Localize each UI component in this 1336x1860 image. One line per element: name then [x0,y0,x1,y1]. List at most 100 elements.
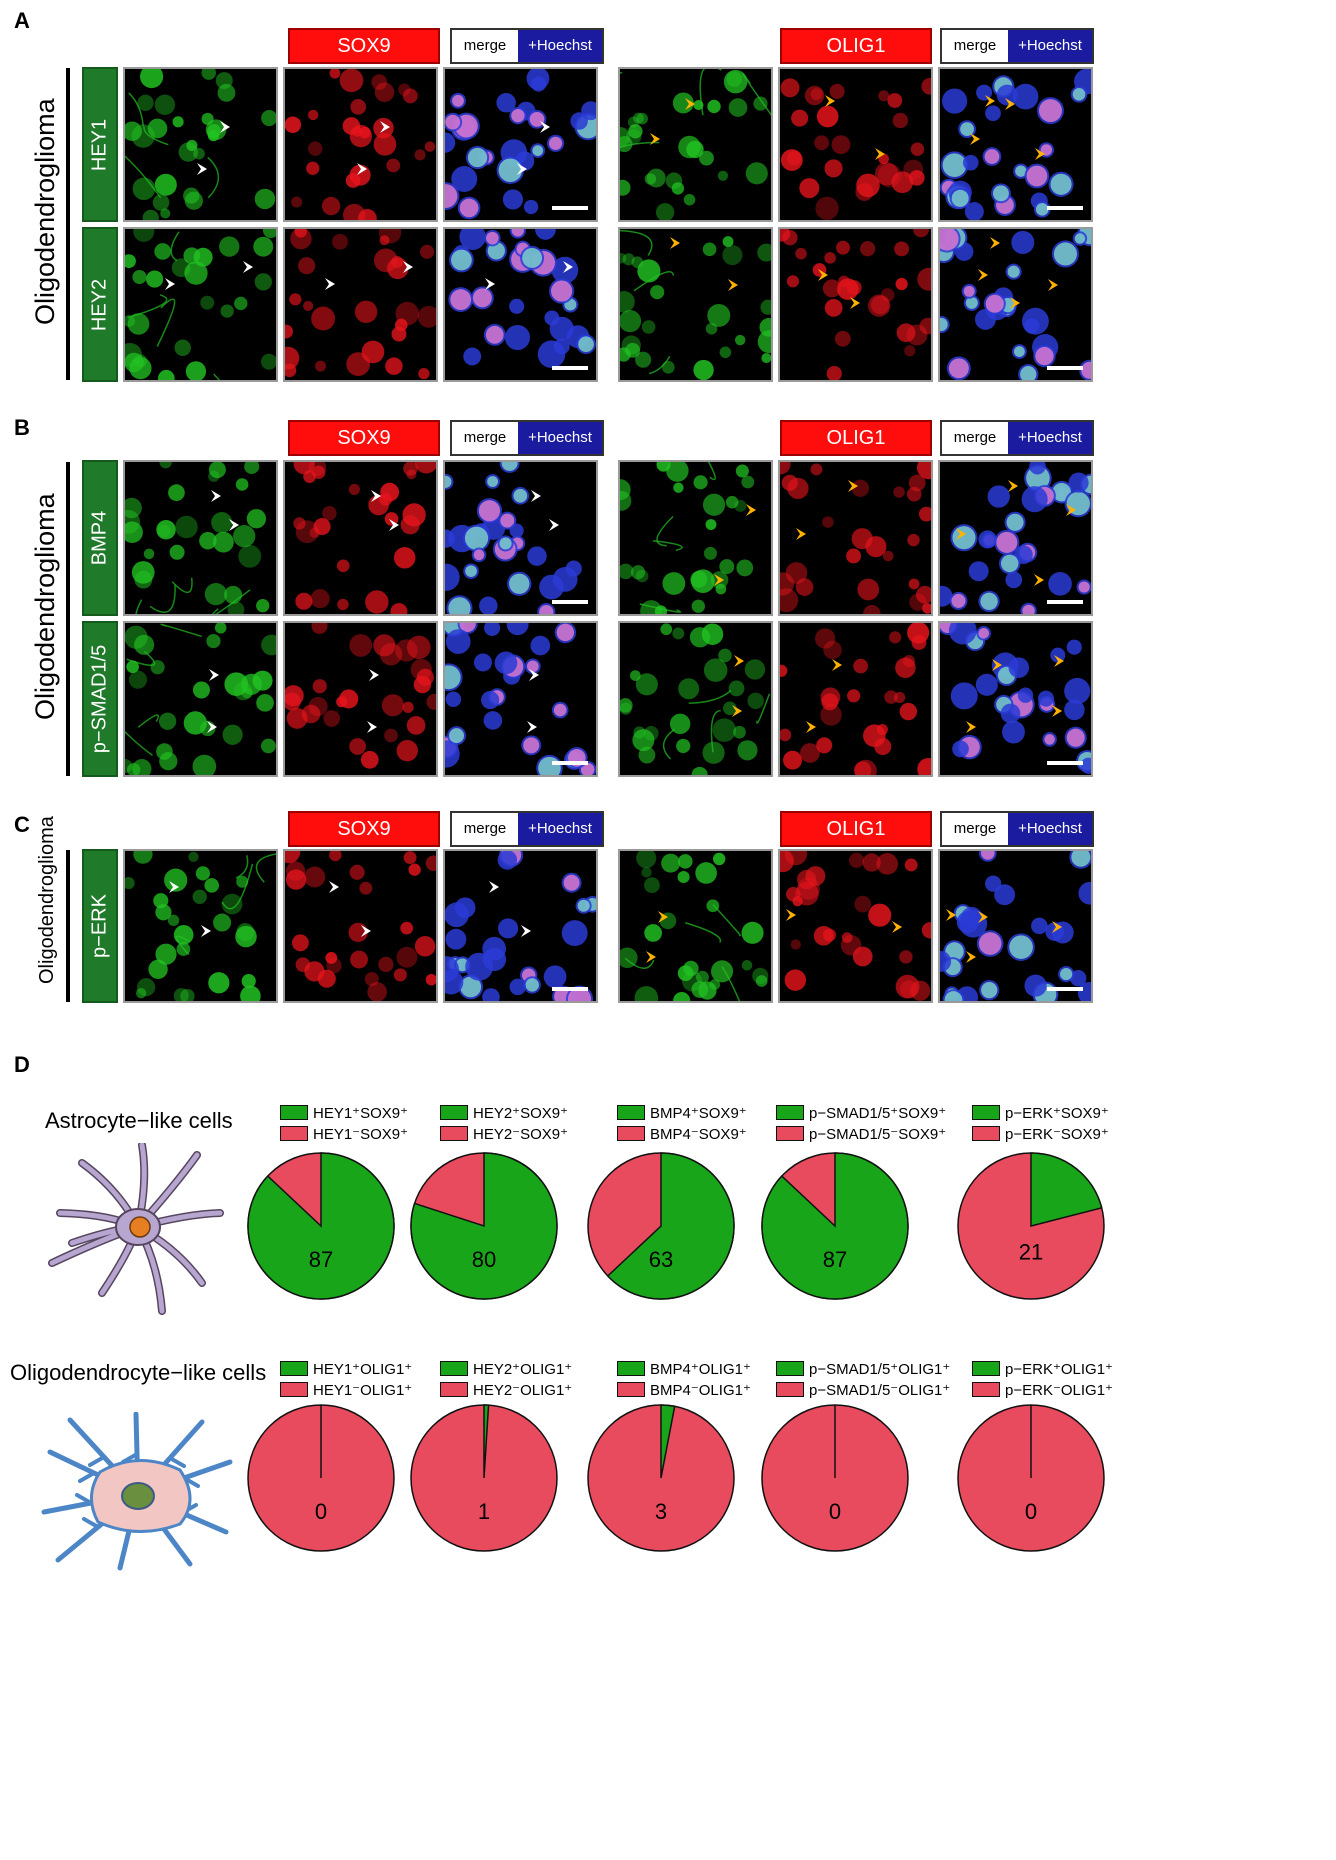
legend-swatch [972,1126,1000,1141]
legend-label: HEY1⁺SOX9⁺ [313,1104,409,1122]
pie-legend: HEY1⁺OLIG1⁺ HEY1⁻OLIG1⁺ [280,1358,412,1400]
legend-label: p−SMAD1/5⁺OLIG1⁺ [809,1360,951,1378]
legend-label: HEY2⁻OLIG1⁺ [473,1381,573,1399]
scale-bar [552,600,588,604]
scale-bar [1047,761,1083,765]
legend-entry: p−ERK⁺OLIG1⁺ [972,1358,1113,1379]
scale-bar [552,761,588,765]
legend-swatch [440,1126,468,1141]
oligodendrocyte-row-label: Oligodendrocyte−like cells [10,1360,267,1385]
orange-arrow-icon [1034,574,1044,586]
micrograph-image [443,460,598,616]
micrograph-image [283,460,438,616]
legend-entry: HEY1⁺SOX9⁺ [280,1102,408,1123]
white-arrowhead-icon [380,121,390,133]
pie-chart: 0 [246,1403,396,1553]
legend-entry: BMP4⁺SOX9⁺ [617,1102,747,1123]
panel-letter-a: A [14,8,30,33]
pie-slice-positive [660,1404,676,1479]
pie-chart: 3 [586,1403,736,1553]
scale-bar [1047,366,1083,370]
channel-label: OLIG1 [780,420,932,456]
legend-label: p−ERK⁻OLIG1⁺ [1005,1381,1113,1399]
white-arrowhead-icon [517,163,527,175]
marker-label: HEY1 [82,67,118,222]
orange-arrow-icon [1052,921,1062,933]
micrograph-image [283,849,438,1003]
white-arrowhead-icon [220,121,230,133]
group-bracket [66,462,70,776]
legend-swatch [440,1361,468,1376]
micrograph-image [778,67,933,222]
hoechst-label: +Hoechst [518,30,602,62]
micrograph-image [618,227,773,382]
legend-label: HEY1⁻SOX9⁺ [313,1125,409,1143]
orange-arrow-icon [734,655,744,667]
micrograph-image [123,227,278,382]
pie-legend: HEY2⁺SOX9⁺ HEY2⁻SOX9⁺ [440,1102,568,1144]
legend-swatch [280,1382,308,1397]
pie-legend: p−SMAD1/5⁺OLIG1⁺ p−SMAD1/5⁻OLIG1⁺ [776,1358,950,1400]
scale-bar [552,366,588,370]
white-arrowhead-icon [527,721,537,733]
legend-entry: HEY2⁺SOX9⁺ [440,1102,568,1123]
legend-entry: BMP4⁻OLIG1⁺ [617,1379,751,1400]
micrograph-image [123,849,278,1003]
orange-arrow-icon [806,721,816,733]
legend-entry: BMP4⁻SOX9⁺ [617,1123,747,1144]
orange-arrow-icon [966,951,976,963]
hoechst-label: +Hoechst [1008,813,1092,845]
white-arrowhead-icon [361,925,371,937]
marker-label: p−ERK [82,849,118,1003]
orange-arrow-icon [818,269,828,281]
orange-arrow-icon [1010,297,1020,309]
orange-arrow-icon [875,148,885,160]
white-arrowhead-icon [403,261,413,273]
micrograph-image [283,227,438,382]
legend-swatch [776,1105,804,1120]
micrograph-image [618,621,773,777]
orange-arrow-icon [990,237,1000,249]
legend-label: BMP4⁺OLIG1⁺ [650,1360,751,1378]
white-arrowhead-icon [389,519,399,531]
micrograph-image [443,67,598,222]
legend-swatch [776,1126,804,1141]
white-arrowhead-icon [549,519,559,531]
orange-arrow-icon [1008,480,1018,492]
legend-swatch [280,1105,308,1120]
micrograph-image [618,849,773,1003]
legend-label: HEY1⁻OLIG1⁺ [313,1381,413,1399]
white-arrowhead-icon [229,519,239,531]
merge-label: merge [942,422,1008,454]
orange-arrow-icon [1048,279,1058,291]
pie-slice-positive [606,1152,735,1300]
orange-arrow-icon [714,574,724,586]
merge-label: merge [942,30,1008,62]
hoechst-label: +Hoechst [518,422,602,454]
marker-label-text: HEY2 [88,278,111,331]
legend-swatch [440,1382,468,1397]
pie-slice-positive [483,1404,490,1479]
legend-swatch [440,1105,468,1120]
micrograph-image [283,621,438,777]
pie-value-label: 1 [478,1499,490,1524]
pie-value-label: 63 [649,1247,673,1272]
micrograph-image [443,621,598,777]
orange-arrow-icon [746,504,756,516]
micrograph-image [283,67,438,222]
micrograph-image [778,460,933,616]
pie-value-label: 87 [823,1247,847,1272]
pie-legend: BMP4⁺OLIG1⁺ BMP4⁻OLIG1⁺ [617,1358,751,1400]
astrocyte-row-label: Astrocyte−like cells [45,1108,233,1133]
oligodendrocyte-cell-icon [40,1411,236,1572]
marker-label-text: HEY1 [88,118,111,171]
pie-legend: p−SMAD1/5⁺SOX9⁺ p−SMAD1/5⁻SOX9⁺ [776,1102,946,1144]
pie-chart: 87 [246,1151,396,1301]
orange-arrow-icon [946,909,956,921]
channel-label: SOX9 [288,811,440,847]
pie-chart: 21 [956,1151,1106,1301]
pie-chart: 80 [409,1151,559,1301]
legend-label: BMP4⁻OLIG1⁺ [650,1381,751,1399]
white-arrowhead-icon [209,669,219,681]
orange-arrow-icon [728,279,738,291]
